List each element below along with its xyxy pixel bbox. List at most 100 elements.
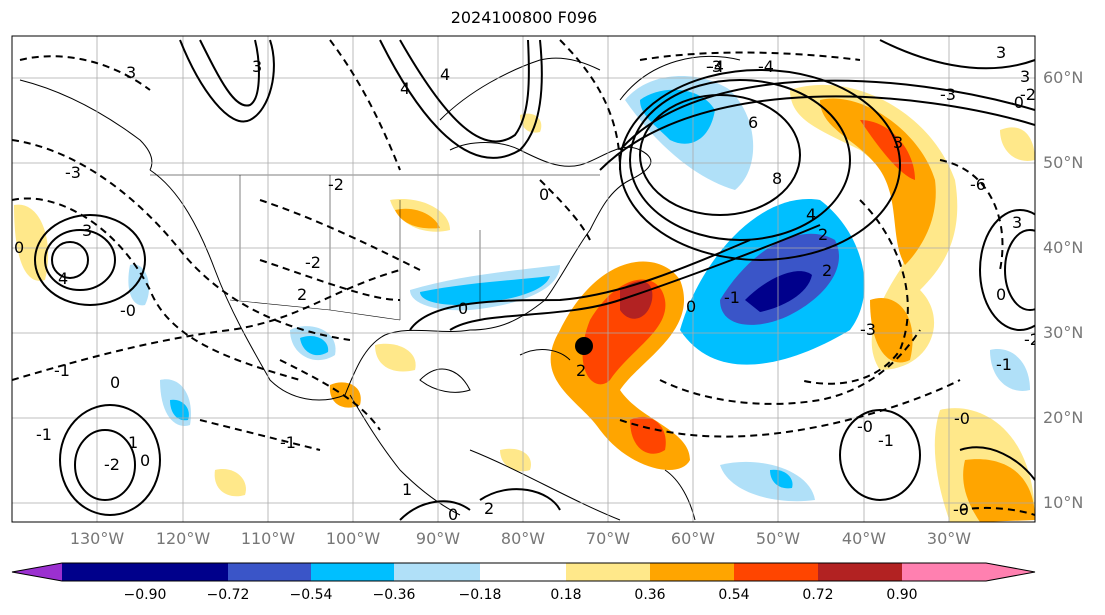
contour-label: 8: [772, 169, 782, 188]
contour-label: 1: [402, 480, 412, 499]
lon-label: 130°W: [69, 529, 125, 548]
contour-label: 2: [576, 361, 586, 380]
colorbar-tick-label: 0.54: [718, 587, 750, 603]
colorbar-over-arrow: [986, 563, 1035, 581]
lon-label: 60°W: [670, 529, 716, 548]
contour-label: -1: [996, 355, 1012, 374]
lat-label: 40°N: [1043, 238, 1084, 257]
colorbar-bin: [566, 563, 650, 581]
contour-label: -6: [970, 175, 986, 194]
contour-label: -0: [857, 417, 873, 436]
contour-label: 3: [82, 221, 92, 240]
contour-label: 3: [1012, 213, 1022, 232]
contour-label: -1: [878, 431, 894, 450]
colorbar-tick-label: −0.72: [206, 587, 250, 603]
contour-label: 0: [140, 451, 150, 470]
colorbar-bin: [650, 563, 734, 581]
colorbar-tick-label: −0.54: [289, 587, 333, 603]
colorbar-tick-label: 0.90: [886, 587, 918, 603]
contour-label: 3: [893, 133, 903, 152]
colorbar-under-arrow: [12, 563, 62, 581]
colorbar-bin: [145, 563, 228, 581]
colorbar-bin: [228, 563, 311, 581]
colorbar-bin: [62, 563, 145, 581]
contour-label: 4: [806, 205, 816, 224]
colorbar-bin: [818, 563, 902, 581]
contour-label: 3: [1020, 67, 1030, 86]
contour-label: 0: [996, 285, 1006, 304]
contour-label: -0: [120, 301, 136, 320]
contour-label: 2: [822, 261, 832, 280]
lon-label: 120°W: [155, 529, 211, 548]
contour-negative: [12, 39, 1035, 516]
colorbar-bin: [394, 563, 480, 581]
map-frame: [11, 35, 1036, 523]
colorbar-tick-label: 0.18: [550, 587, 582, 603]
contour-label: -1: [54, 361, 70, 380]
contour-label: -0: [954, 409, 970, 428]
contour-label: -2: [1020, 85, 1036, 104]
contour-label: -3: [940, 85, 956, 104]
contour-label: 3: [126, 63, 136, 82]
contour-label: 6: [748, 113, 758, 132]
contour-label: 4: [440, 65, 450, 84]
contour-label: -2: [305, 253, 321, 272]
lon-label: 50°W: [755, 529, 801, 548]
contour-label: -3: [860, 320, 876, 339]
lat-label: 50°N: [1043, 153, 1084, 172]
contour-label: 0: [539, 185, 549, 204]
contour-label: -1: [280, 433, 296, 452]
contour-label: -3: [65, 163, 81, 182]
colorbar-bin: [480, 563, 566, 581]
lon-label: 80°W: [500, 529, 546, 548]
contour-label: 3: [252, 57, 262, 76]
contour-label: -2: [1024, 330, 1040, 349]
contour-label: -0: [953, 500, 969, 519]
contour-label: -3: [706, 57, 722, 76]
colorbar-tick-label: 0.36: [634, 587, 666, 603]
graticule: [12, 36, 1035, 522]
colorbar-tick-label: −0.18: [458, 587, 502, 603]
contour-label: -2: [104, 455, 120, 474]
contour-label: 2: [297, 285, 307, 304]
contour-label: 0: [458, 299, 468, 318]
positive-anomaly-red-south: [630, 416, 666, 454]
contour-label: -1: [724, 288, 740, 307]
contour-label: -2: [328, 175, 344, 194]
contour-label: 4: [58, 269, 68, 288]
contour-label: 2: [484, 499, 494, 518]
lon-label: 30°W: [926, 529, 972, 548]
contour-label: 0: [14, 238, 24, 257]
lat-label: 30°N: [1043, 323, 1084, 342]
shading-layer: [14, 76, 1035, 522]
lat-label: 10°N: [1043, 493, 1084, 512]
contour-label: -4: [708, 57, 724, 76]
lon-label: 100°W: [325, 529, 381, 548]
storm-center-marker: [575, 337, 593, 355]
colorbar-tick-label: −0.36: [372, 587, 416, 603]
colorbar-bin: [734, 563, 818, 581]
contour-label: 1: [128, 433, 138, 452]
positive-anomaly-darkred: [620, 281, 653, 319]
contour-label: 0: [110, 373, 120, 392]
map-title: 2024100800 F096: [450, 8, 598, 27]
lon-label: 90°W: [415, 529, 461, 548]
colorbar-tick-label: −0.90: [123, 587, 167, 603]
contour-label: 3: [996, 43, 1006, 62]
colorbar-bin: [902, 563, 986, 581]
contour-label: -1: [36, 425, 52, 444]
colorbar-bin: [311, 563, 394, 581]
positive-anomaly-atlantic-orange: [820, 98, 936, 265]
contour-label: -4: [758, 57, 774, 76]
contour-positive: [34, 39, 1035, 521]
contour-label: -0: [1008, 93, 1024, 112]
contour-label: 0: [448, 505, 458, 524]
lon-label: 70°W: [585, 529, 631, 548]
lat-label: 60°N: [1043, 68, 1084, 87]
lat-label: 20°N: [1043, 408, 1084, 427]
lon-label: 110°W: [240, 529, 296, 548]
contour-label: 2: [818, 225, 828, 244]
colorbar: [11, 562, 1036, 582]
contour-label: 0: [686, 297, 696, 316]
